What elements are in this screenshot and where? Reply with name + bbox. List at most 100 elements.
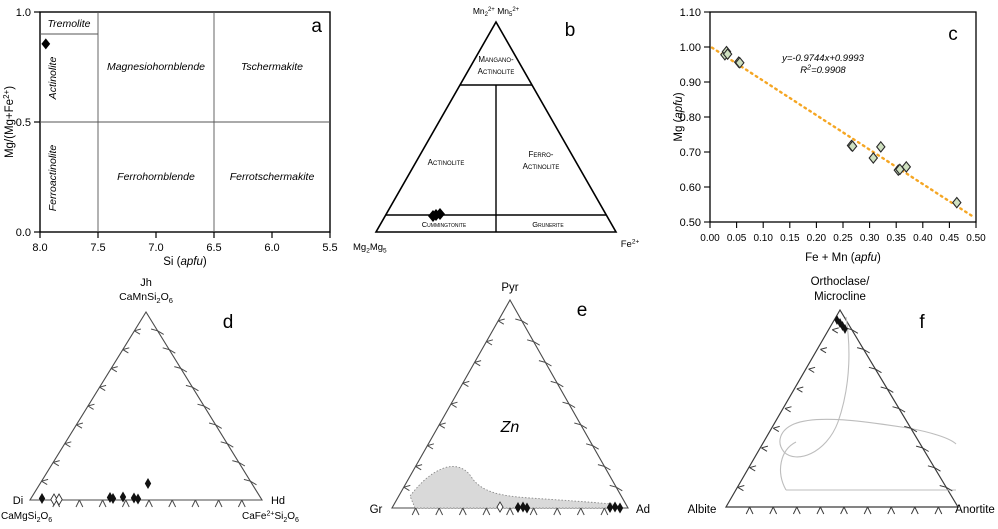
x-tick-label: 0.10 [753,233,773,244]
x-tick-label: 5.5 [322,242,337,254]
data-points [720,45,962,209]
field-label-tremolite: Tremolite [48,18,91,30]
field-label-ferro-actinolite-line2: Actinolite [523,162,560,171]
regression-line [710,46,976,219]
apex-label-di: Di [13,495,23,507]
x-tick-label: 7.0 [148,242,163,254]
x-tick-label: 0.20 [807,233,827,244]
solvus-curve [779,316,957,458]
field-label-mangano-actinolite-line1: Mangano- [478,55,514,64]
field-labels: Mangano- Actinolite Actinolite Ferro- Ac… [422,55,565,229]
data-point [134,493,142,505]
plot-frame [709,11,977,223]
data-point [734,56,745,69]
zn-field [409,466,624,509]
field-label-actinolite: Actinolite [47,57,59,101]
y-axis-title: Mg/(Mg+Fe2+) [2,86,16,158]
panel-e: Pyr Gr Ad Zn e [340,272,670,529]
apex-label-hd: Hd [271,495,285,507]
x-tick-label: 7.5 [90,242,105,254]
apex-label-mn: Mn22+ Mn52+ [473,6,520,18]
field-label-ferrotschermakite: Ferrotschermakite [230,171,315,183]
field-label-tschermakite: Tschermakite [241,61,303,73]
panel-f: Orthoclase/ Microcline Albite Anortite f [668,272,998,529]
x-tick-label: 0.30 [860,233,880,244]
x-tick-label: 6.5 [206,242,221,254]
y-axis-title: Mg (apfu) [673,92,685,141]
apex-label-gr: Gr [370,504,383,516]
field-label-actinolite: Actinolite [428,158,465,167]
x-tick-label: 8.0 [32,242,47,254]
x-axis-title: Si (apfu) [163,256,207,268]
field-label-magnesiohornblende: Magnesiohornblende [107,61,205,73]
y-axis-tick-labels: 1.0 0.5 0.0 [16,7,31,239]
ternary-ticks [41,328,257,508]
data-point [616,502,624,514]
y-axis-ticks [34,11,40,233]
data-points [496,501,624,514]
x-tick-label: 0.40 [913,233,933,244]
data-point [523,502,531,514]
data-point [722,48,733,61]
y-tick-label: 0.5 [16,117,31,129]
x-tick-label: 0.00 [700,233,720,244]
panel-c: 1.10 1.00 0.90 0.80 0.70 0.60 0.50 [668,0,998,268]
panel-letter-b: b [565,20,576,41]
field-label-mangano-actinolite-line2: Actinolite [478,67,515,76]
ternary-ticks [403,318,623,516]
x-axis-tick-labels: 0.00 0.05 0.10 0.15 0.20 0.25 0.30 0.35 … [700,233,986,244]
data-point [901,160,912,173]
regression-equation: y=-0.9744x+0.9993 [781,53,865,64]
apex-label-jh-formula: CaMnSi2O6 [119,291,173,305]
x-tick-label: 0.35 [886,233,906,244]
y-tick-label: 0.50 [680,217,701,229]
data-point [435,208,445,220]
panel-b-svg: Mn22+ Mn52+ Mg2Mg5 Fe2+ Mangano- Actinol… [353,6,639,255]
x-tick-label: 0.50 [966,233,986,244]
x-axis-ticks [39,232,331,238]
data-point [606,502,614,513]
x-tick-label: 0.15 [780,233,800,244]
field-label-ferrohornblende: Ferrohornblende [117,171,195,183]
apex-label-albite: Albite [688,504,717,516]
x-tick-label: 6.0 [264,242,279,254]
ternary-outline [391,298,629,509]
y-axis-tick-labels: 1.10 1.00 0.90 0.80 0.70 0.60 0.50 [680,7,701,229]
panel-d: Jh CaMnSi2O6 Di CaMgSi2O6 Hd CaFe2+Si2O6… [0,272,340,529]
y-tick-label: 0.80 [680,112,701,124]
apex-label-mg: Mg2Mg5 [353,242,387,255]
field-label-ferroactinolite: Ferroactinolite [47,145,59,212]
x-axis-title: Fe + Mn (apfu) [805,252,881,264]
data-point [144,478,152,489]
panel-a-svg: 8.0 7.5 7.0 6.5 6.0 5.5 1.0 0.5 0.0 Si (… [2,7,338,268]
data-point-open [55,493,63,506]
data-point [130,492,138,504]
panel-letter-a: a [311,16,322,37]
apex-label-jh: Jh [140,277,152,289]
data-point [951,196,962,209]
panel-f-svg: Orthoclase/ Microcline Albite Anortite f [688,276,995,516]
y-tick-label: 0.70 [680,147,701,159]
data-point [868,152,879,164]
regression-r2: R2=0.9908 [800,65,846,77]
panel-letter-f: f [919,312,925,333]
apex-label-di-formula: CaMgSi2O6 [1,511,52,524]
x-tick-label: 0.45 [940,233,960,244]
data-points [834,315,848,334]
panel-a: 8.0 7.5 7.0 6.5 6.0 5.5 1.0 0.5 0.0 Si (… [0,0,340,268]
data-point [119,491,127,503]
data-point [41,38,51,50]
field-label-zn: Zn [500,419,520,436]
panel-letter-e: e [577,300,588,321]
data-point [842,324,848,334]
x-axis-ticks [709,222,977,228]
data-point [428,210,438,222]
data-point [109,493,117,504]
apex-label-orthoclase: Orthoclase/ [811,276,871,288]
y-tick-label: 1.0 [16,7,31,19]
panel-d-svg: Jh CaMnSi2O6 Di CaMgSi2O6 Hd CaFe2+Si2O6… [1,277,299,524]
data-points [38,478,152,506]
field-label-cummingtonite: Cummingtonite [422,220,467,229]
panel-e-svg: Pyr Gr Ad Zn e [370,282,650,516]
